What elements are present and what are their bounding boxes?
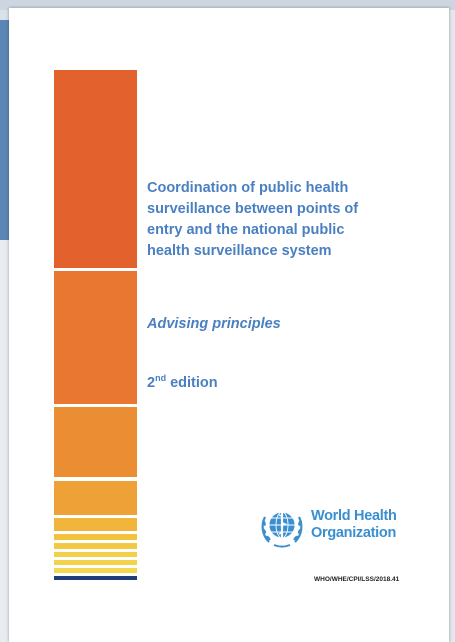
title-line: Coordination of public health <box>147 180 349 196</box>
title-line: entry and the national public <box>147 222 345 238</box>
document-code: WHO/WHE/CPI/LSS/2018.41 <box>314 576 400 583</box>
background-window-edge <box>0 20 9 240</box>
organization-line: World Health <box>311 508 397 524</box>
organization-name: World Health Organization <box>311 508 397 542</box>
edition-label: 2nd edition <box>147 373 218 391</box>
background-window-top <box>0 0 455 10</box>
edition-suffix: nd <box>155 373 167 383</box>
document-cover-page: Coordination of public health surveillan… <box>9 8 449 642</box>
cover-stripe <box>54 560 137 565</box>
edition-number: 2 <box>147 374 156 391</box>
cover-stripe <box>54 568 137 573</box>
background-window-left <box>0 240 9 642</box>
cover-stripe <box>54 576 137 580</box>
background-window-right <box>449 10 455 642</box>
cover-stripe <box>54 552 137 557</box>
cover-stripe <box>54 543 137 549</box>
cover-stripe <box>54 407 137 477</box>
who-emblem-icon <box>261 509 303 548</box>
edition-word: edition <box>166 374 218 391</box>
title-line: health surveillance system <box>147 243 332 259</box>
cover-stripe <box>54 481 137 515</box>
cover-stripe <box>54 534 137 540</box>
cover-stripe <box>54 271 137 404</box>
organization-line: Organization <box>311 525 397 541</box>
document-subtitle: Advising principles <box>147 316 281 332</box>
cover-stripe <box>54 70 137 268</box>
cover-stripe <box>54 518 137 531</box>
document-title: Coordination of public health surveillan… <box>147 178 437 262</box>
title-line: surveillance between points of <box>147 201 359 217</box>
